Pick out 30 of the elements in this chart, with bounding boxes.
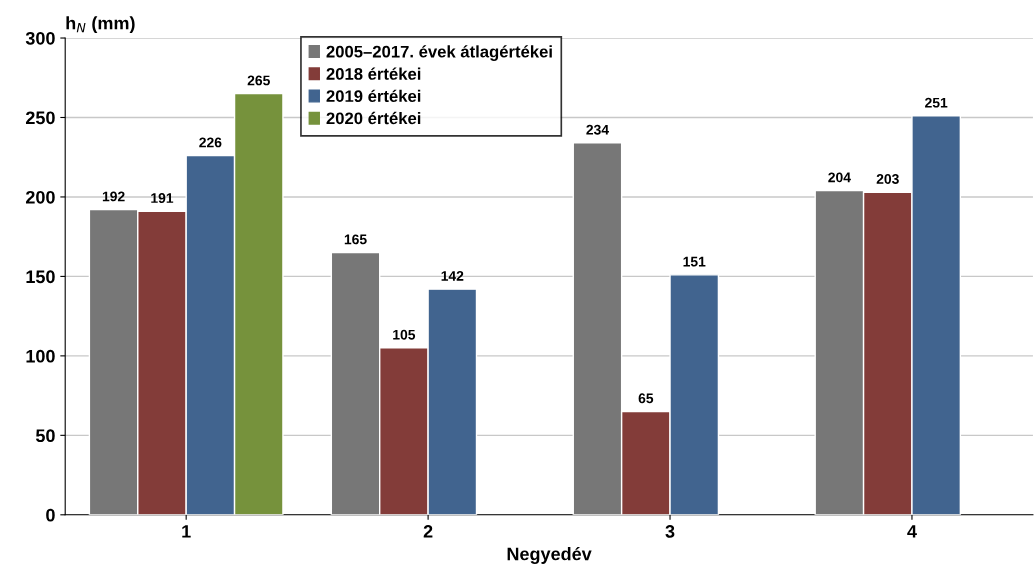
x-tick-label: 4 [907, 525, 917, 538]
legend-label: 2005–2017. évek átlagértékei [326, 45, 552, 61]
data-label: 142 [441, 270, 464, 281]
legend-label: 2018 értékei [326, 67, 421, 80]
data-label: 226 [199, 137, 222, 148]
legend-label: 2020 értékei [326, 111, 421, 125]
x-tick-label: 1 [182, 525, 191, 538]
y-tick-label: 50 [35, 429, 55, 443]
y-tick-label: 250 [25, 111, 55, 125]
y-tick-label: 200 [25, 190, 55, 204]
legend-label: 2019 értékei [326, 89, 421, 103]
data-label: 251 [925, 97, 948, 108]
data-label: 192 [102, 191, 125, 202]
data-label: 234 [586, 124, 609, 135]
data-label: 151 [683, 256, 706, 267]
data-label: 165 [344, 234, 367, 245]
y-tick-label: 100 [26, 349, 55, 363]
y-tick-label: 300 [25, 31, 55, 45]
data-label: 203 [876, 174, 899, 184]
data-label: 265 [247, 75, 270, 86]
data-label: 65 [638, 393, 654, 404]
x-axis-title: Negyedév [507, 546, 592, 564]
y-tick-label: 0 [46, 508, 55, 522]
y-axis-title: h$_{N}$ (mm) [66, 16, 135, 34]
data-label: 105 [393, 329, 416, 340]
data-label: 191 [151, 193, 174, 203]
data-label: 204 [828, 172, 851, 183]
x-tick-label: 2 [423, 525, 433, 538]
y-tick-label: 150 [26, 270, 55, 284]
x-tick-label: 3 [665, 525, 675, 538]
